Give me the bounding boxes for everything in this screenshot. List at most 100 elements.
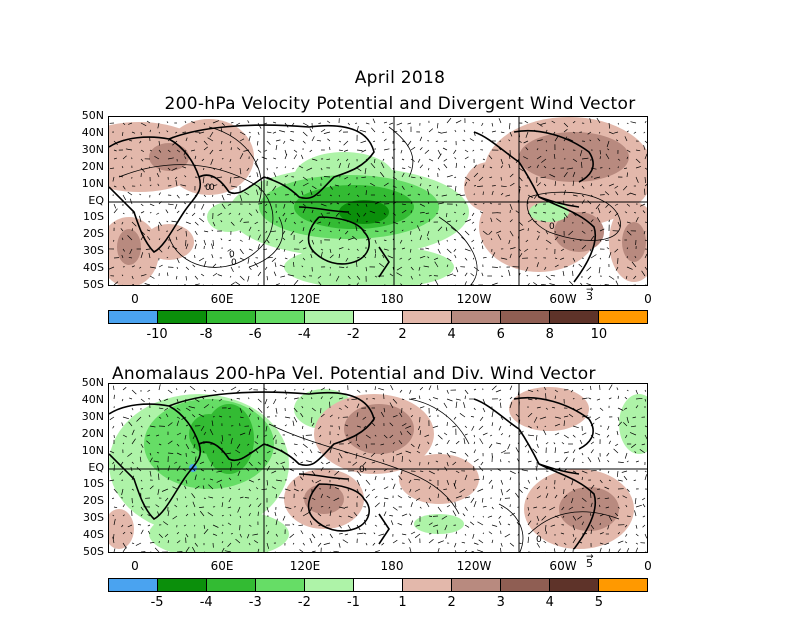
wind-vector (624, 524, 628, 528)
wind-vector (563, 216, 565, 223)
wind-vector (509, 131, 513, 137)
wind-vector (626, 172, 628, 178)
wind-vector (365, 238, 371, 241)
wind-vector (455, 162, 458, 169)
wind-vector (506, 488, 511, 493)
wind-vector (392, 398, 398, 404)
wind-vector (455, 401, 458, 409)
wind-vector (194, 275, 199, 280)
wind-vector (191, 451, 196, 454)
wind-vector (149, 203, 155, 207)
wind-vector (554, 181, 557, 187)
wind-vector (185, 266, 190, 271)
wind-vector (219, 149, 223, 151)
wind-vector (562, 515, 565, 518)
wind-vector (266, 239, 270, 244)
wind-vector (472, 257, 475, 260)
wind-vector (428, 158, 434, 162)
wind-vector (539, 416, 547, 420)
wind-vector (274, 551, 276, 552)
wind-vector (113, 394, 115, 400)
wind-vector (112, 461, 115, 465)
wind-vector (410, 275, 413, 280)
wind-vector (581, 521, 585, 526)
wind-vector (626, 389, 629, 392)
wind-vector (175, 275, 178, 280)
wind-vector (594, 432, 601, 436)
wind-vector (473, 164, 477, 169)
wind-vector (540, 283, 547, 285)
wind-vector (608, 251, 612, 259)
wind-vector (156, 173, 160, 178)
wind-vector (194, 155, 197, 160)
wind-vector (626, 548, 630, 552)
wind-vector (452, 510, 457, 517)
wind-vector (536, 495, 541, 499)
wind-vector (536, 486, 541, 490)
wind-vector (356, 403, 360, 409)
wind-vector (419, 430, 422, 436)
wind-vector (380, 162, 385, 169)
wind-vector (167, 167, 171, 171)
wind-vector (329, 230, 332, 233)
wind-vector (221, 203, 226, 209)
wind-vector (292, 523, 295, 526)
wind-vector (579, 239, 583, 242)
wind-vector (309, 449, 313, 454)
wind-vector (127, 452, 133, 457)
wind-vector (311, 239, 315, 245)
wind-vector (318, 281, 322, 285)
wind-vector (266, 450, 271, 454)
wind-vector (644, 176, 646, 184)
wind-vector (390, 384, 394, 391)
wind-vector (212, 406, 214, 409)
wind-vector (590, 502, 593, 508)
wind-vector (464, 549, 468, 552)
wind-vector (227, 506, 232, 509)
longitude-label: 120E (289, 292, 321, 306)
wind-vector (212, 120, 220, 124)
wind-vector (127, 524, 133, 528)
wind-vector (419, 164, 424, 169)
wind-vector (356, 479, 360, 486)
wind-vector (320, 248, 324, 251)
wind-vector (446, 248, 452, 254)
wind-vector (121, 488, 124, 496)
colorbar-swatch (452, 579, 501, 591)
wind-vector (554, 542, 559, 546)
wind-vector (272, 121, 277, 124)
wind-vector (284, 257, 288, 260)
wind-vector (400, 193, 403, 196)
wind-vector (608, 210, 612, 214)
wind-vector (329, 254, 334, 259)
wind-vector (320, 413, 325, 418)
wind-vector (427, 237, 430, 241)
bottom-reference-vector-value: 5 (586, 557, 593, 570)
wind-vector (311, 442, 314, 445)
wind-vector (589, 118, 592, 124)
wind-vector (553, 153, 556, 160)
wind-vector (442, 147, 448, 151)
wind-vector (617, 461, 624, 463)
wind-vector (174, 504, 178, 508)
wind-vector (176, 227, 183, 232)
wind-vector (347, 237, 354, 241)
bottom-map-panel: 0 0 (108, 383, 648, 553)
wind-vector (616, 470, 619, 477)
wind-vector (264, 122, 268, 125)
wind-vector (419, 212, 425, 214)
wind-vector (320, 533, 323, 536)
wind-vector (453, 274, 457, 277)
wind-vector (177, 284, 178, 285)
wind-vector (131, 542, 135, 544)
wind-vector (554, 515, 559, 518)
wind-vector (131, 228, 133, 232)
wind-vector (410, 239, 413, 242)
wind-vector (334, 470, 340, 476)
wind-vector (488, 443, 493, 449)
wind-vector (239, 533, 242, 538)
wind-vector (363, 425, 367, 429)
colorbar-label: 2 (447, 595, 456, 610)
wind-vector (219, 484, 223, 490)
wind-vector (356, 282, 359, 285)
